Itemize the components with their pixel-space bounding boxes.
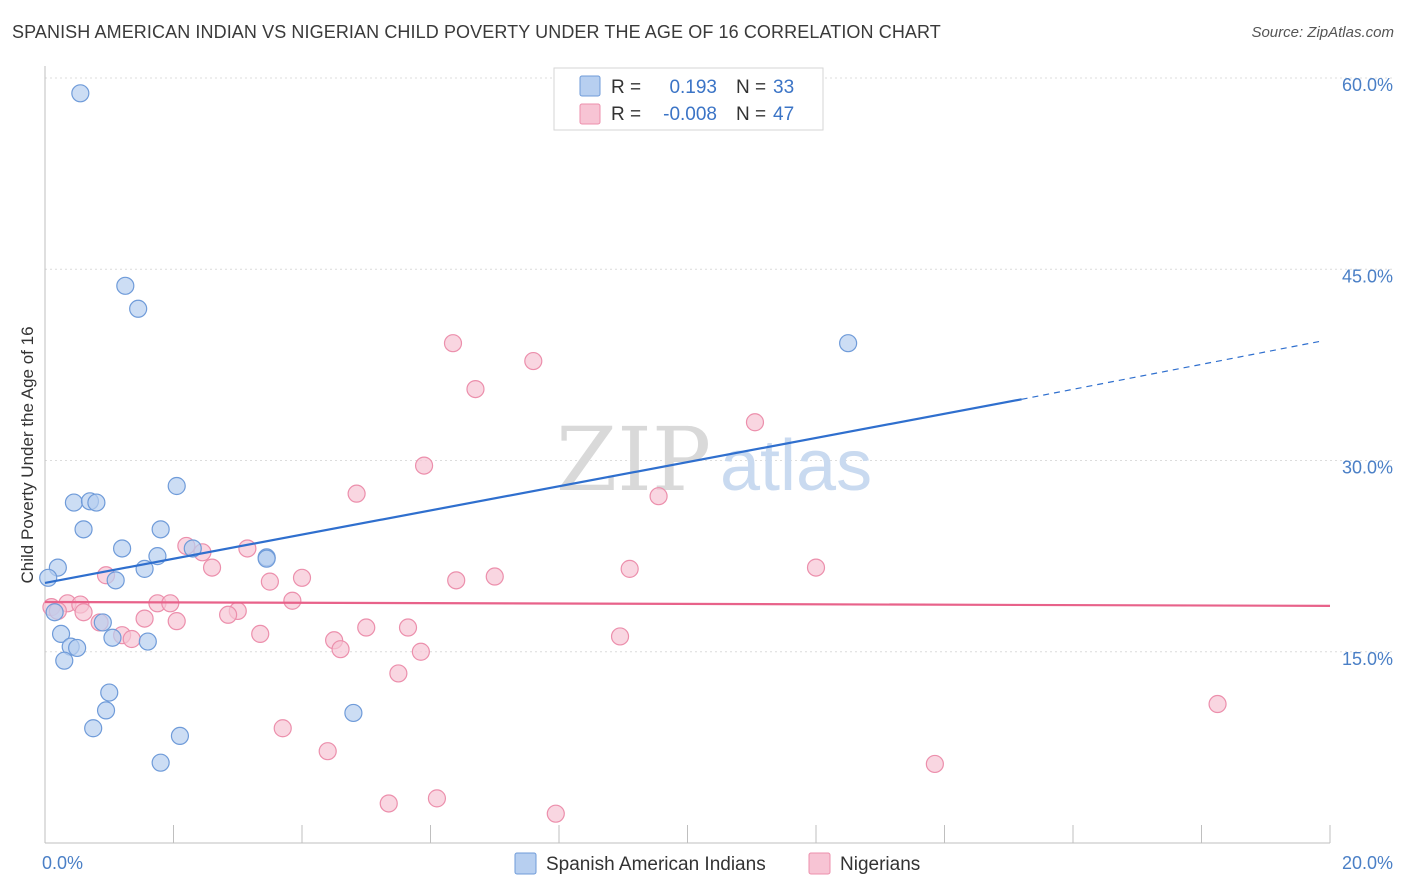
spanish-american-indians-point-5 xyxy=(64,493,84,512)
spanish-american-indians-point-27 xyxy=(100,683,119,702)
nigerians-point-35 xyxy=(122,629,141,649)
spanish-american-indians-trend-line xyxy=(44,398,1022,584)
x-tick-label-0: 0.0% xyxy=(42,853,83,873)
nigerians-point-5 xyxy=(347,484,366,503)
nigerians-point-4 xyxy=(414,456,434,475)
stats-pink-r-label: R = xyxy=(611,104,641,125)
stats-pink-n-value: 47 xyxy=(773,104,794,125)
nigerians-point-29 xyxy=(167,612,186,631)
nigerians-point-31 xyxy=(357,618,376,637)
nigerians-point-38 xyxy=(331,640,350,659)
nigerians-point-41 xyxy=(1208,694,1227,714)
spanish-american-indians-point-23 xyxy=(138,632,157,651)
grid-lines xyxy=(45,77,1395,653)
stats-pink-n-label: N = xyxy=(736,104,766,125)
nigerians-point-1 xyxy=(524,351,543,371)
stats-pink-r-value: -0.008 xyxy=(663,104,717,125)
legend-pink-swatch xyxy=(808,852,831,875)
y-tick-label-30: 30.0% xyxy=(1342,458,1393,478)
spanish-american-indians-point-2 xyxy=(129,299,148,318)
nigerians-point-16 xyxy=(447,571,466,590)
stats-blue-r-label: R = xyxy=(611,77,641,98)
legend-spanish-american-indians: Spanish American Indians xyxy=(546,854,766,875)
spanish-american-indians-point-18 xyxy=(106,571,125,590)
source-credit: Source: ZipAtlas.com xyxy=(1251,24,1394,41)
nigerians-point-24 xyxy=(74,603,93,622)
nigerians-point-46 xyxy=(379,794,398,813)
stats-blue-n-value: 33 xyxy=(773,77,794,98)
spanish-american-indians-point-7 xyxy=(87,493,106,512)
watermark: ZIP atlas xyxy=(556,408,872,511)
spanish-american-indians-point-0 xyxy=(71,84,90,103)
spanish-american-indians-point-10 xyxy=(112,539,132,558)
nigerians-point-3 xyxy=(745,413,765,432)
nigerians-point-9 xyxy=(238,539,257,558)
spanish-american-indians-point-4 xyxy=(167,476,186,496)
x-tick-label-20: 20.0% xyxy=(1342,853,1393,873)
legend-nigerians: Nigerians xyxy=(840,854,920,875)
spanish-american-indians-point-20 xyxy=(93,613,112,632)
spanish-american-indians-point-32 xyxy=(151,753,170,772)
nigerians-point-26 xyxy=(283,591,302,610)
spanish-american-indians-point-26 xyxy=(55,651,74,670)
watermark-zip: ZIP xyxy=(556,408,711,511)
spanish-american-indians-point-8 xyxy=(74,520,93,539)
trend-lines xyxy=(44,340,1331,607)
nigerians-point-27 xyxy=(219,605,238,624)
spanish-american-indians-point-3 xyxy=(839,334,858,353)
spanish-american-indians-point-14 xyxy=(257,549,276,568)
spanish-american-indians-point-17 xyxy=(39,568,58,587)
nigerians-point-47 xyxy=(546,804,565,823)
spanish-american-indians-point-11 xyxy=(183,539,202,558)
spanish-american-indians-points xyxy=(39,84,858,772)
spanish-american-indians-point-29 xyxy=(344,703,363,723)
nigerians-point-34 xyxy=(251,624,270,644)
nigerians-point-2 xyxy=(466,380,485,399)
nigerians-point-10 xyxy=(202,558,222,577)
chart-title: SPANISH AMERICAN INDIAN VS NIGERIAN CHIL… xyxy=(12,22,941,42)
spanish-american-indians-point-22 xyxy=(51,624,71,644)
stats-blue-r-value: 0.193 xyxy=(669,77,717,98)
nigerians-trend-line xyxy=(44,600,1331,607)
nigerians-point-28 xyxy=(135,609,154,628)
nigerians-point-43 xyxy=(318,742,337,761)
legend: Spanish American Indians Nigerians xyxy=(514,852,920,875)
stats-blue-swatch xyxy=(579,75,601,97)
spanish-american-indians-point-9 xyxy=(151,520,170,539)
nigerians-point-0 xyxy=(443,334,463,353)
nigerians-point-14 xyxy=(485,567,504,586)
y-tick-label-15: 15.0% xyxy=(1342,649,1393,669)
y-tick-label-45: 45.0% xyxy=(1342,266,1393,286)
nigerians-point-44 xyxy=(925,754,944,774)
spanish-american-indians-point-30 xyxy=(84,719,103,738)
nigerians-point-42 xyxy=(273,719,292,738)
nigerians-point-15 xyxy=(292,568,312,587)
watermark-atlas: atlas xyxy=(720,426,872,506)
nigerians-point-37 xyxy=(610,627,630,646)
stats-box: R = 0.193 N = 33 R = -0.008 N = 47 xyxy=(553,67,824,131)
legend-blue-swatch xyxy=(514,852,537,875)
spanish-american-indians-point-19 xyxy=(45,603,64,622)
spanish-american-indians-point-25 xyxy=(68,638,87,658)
nigerians-point-39 xyxy=(411,642,430,661)
nigerians-point-45 xyxy=(427,789,447,808)
nigerians-point-12 xyxy=(806,558,826,577)
nigerians-point-11 xyxy=(620,559,639,578)
spanish-american-indians-trend-extension xyxy=(1021,340,1324,400)
spanish-american-indians-point-1 xyxy=(116,276,135,295)
spanish-american-indians-point-28 xyxy=(96,701,116,720)
y-axis-label: Child Poverty Under the Age of 16 xyxy=(18,326,37,583)
nigerians-point-6 xyxy=(649,487,668,506)
nigerians-point-40 xyxy=(389,664,408,683)
stats-pink-swatch xyxy=(579,103,601,125)
stats-blue-n-label: N = xyxy=(736,77,766,98)
nigerians-point-17 xyxy=(260,572,279,591)
axis-ticks: 15.0% 30.0% 45.0% 60.0% 0.0% 20.0% xyxy=(42,75,1393,873)
spanish-american-indians-point-21 xyxy=(103,628,122,647)
y-tick-label-60: 60.0% xyxy=(1342,75,1393,95)
nigerians-point-32 xyxy=(398,618,418,637)
spanish-american-indians-point-31 xyxy=(170,726,190,746)
